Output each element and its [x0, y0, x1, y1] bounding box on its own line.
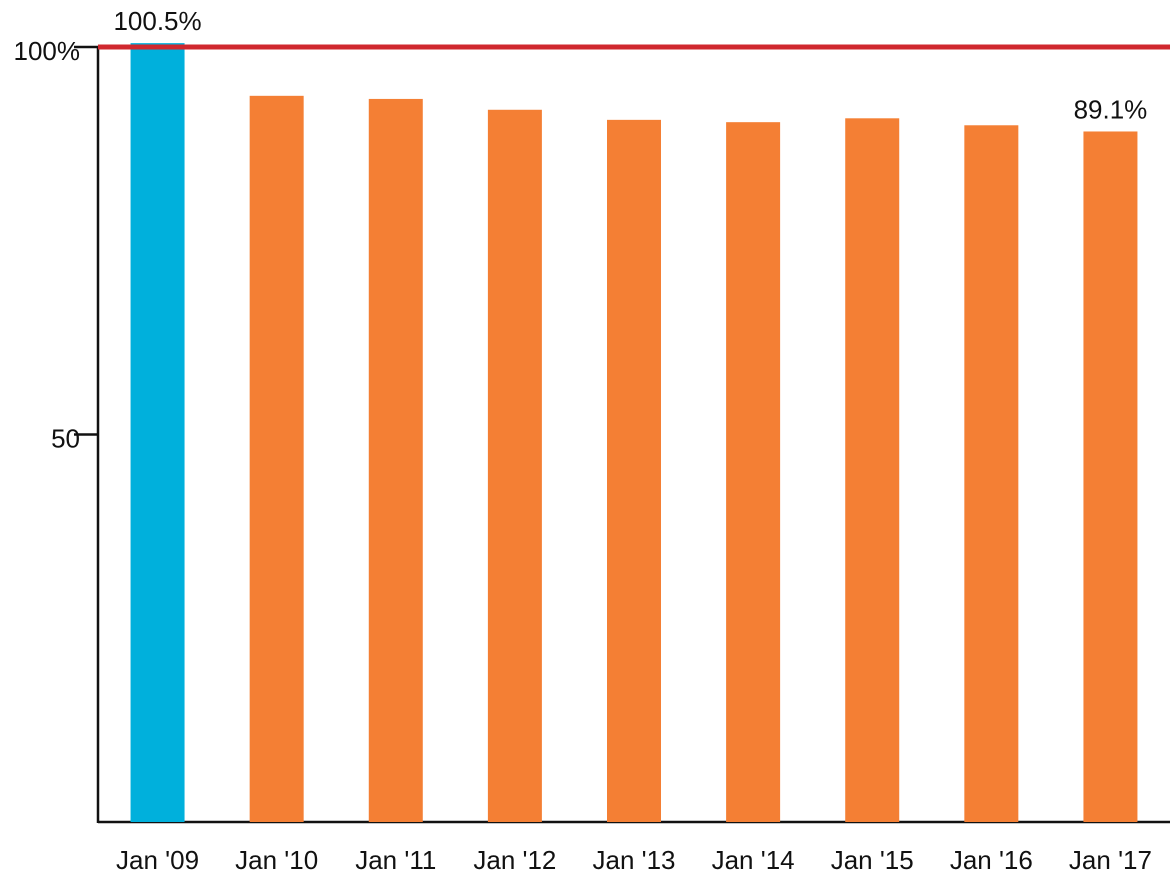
bar [487, 109, 542, 822]
x-tick-label: Jan '13 [592, 845, 675, 875]
value-label: 89.1% [1074, 94, 1148, 124]
bar [249, 95, 304, 822]
bar [964, 125, 1019, 822]
x-tick-label: Jan '17 [1069, 845, 1152, 875]
bar [607, 119, 661, 823]
bar [1083, 131, 1138, 823]
y-tick-label: 100% [14, 36, 81, 66]
bar [130, 43, 185, 822]
bar [845, 118, 900, 823]
x-tick-label: Jan '09 [116, 845, 199, 875]
x-tick-label: Jan '16 [950, 845, 1033, 875]
value-label: 100.5% [113, 6, 201, 36]
x-tick-label: Jan '14 [712, 845, 795, 875]
y-tick-label: 50 [51, 423, 80, 453]
bar [726, 122, 781, 823]
x-tick-label: Jan '15 [831, 845, 914, 875]
x-tick-label: Jan '10 [235, 845, 318, 875]
bar [368, 98, 423, 823]
x-tick-label: Jan '11 [355, 845, 436, 875]
x-tick-label: Jan '12 [473, 845, 556, 875]
